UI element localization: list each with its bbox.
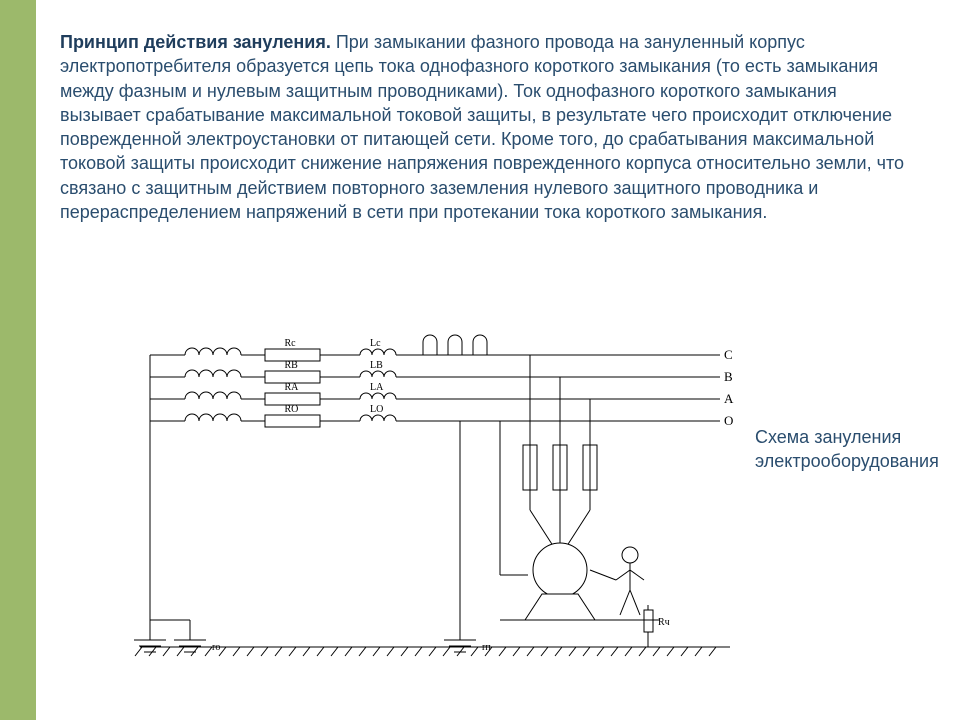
accent-bar (0, 0, 36, 720)
svg-text:LB: LB (370, 360, 383, 371)
svg-text:A: A (724, 391, 734, 406)
svg-text:RA: RA (285, 382, 300, 393)
paragraph-body: При замыкании фазного провода на занулен… (60, 32, 904, 222)
svg-text:RB: RB (285, 360, 299, 371)
svg-text:LO: LO (370, 404, 383, 415)
svg-text:rп: rп (482, 642, 491, 653)
svg-text:LA: LA (370, 382, 384, 393)
svg-text:C: C (724, 347, 733, 362)
svg-text:Rc: Rc (285, 338, 297, 349)
paragraph-title: Принцип действия зануления. (60, 32, 331, 52)
diagram-caption: Схема зануления электрооборудования (755, 425, 955, 474)
main-paragraph: Принцип действия зануления. При замыкани… (60, 30, 910, 224)
svg-text:O: O (724, 413, 733, 428)
grounding-schematic: Rc Lc C RB LB B RA LA A RO LO O Rч ro rп (130, 325, 750, 695)
svg-text:ro: ro (212, 642, 220, 653)
svg-text:Lc: Lc (370, 338, 381, 349)
svg-text:Rч: Rч (658, 617, 670, 628)
svg-text:B: B (724, 369, 733, 384)
svg-text:RO: RO (285, 404, 299, 415)
